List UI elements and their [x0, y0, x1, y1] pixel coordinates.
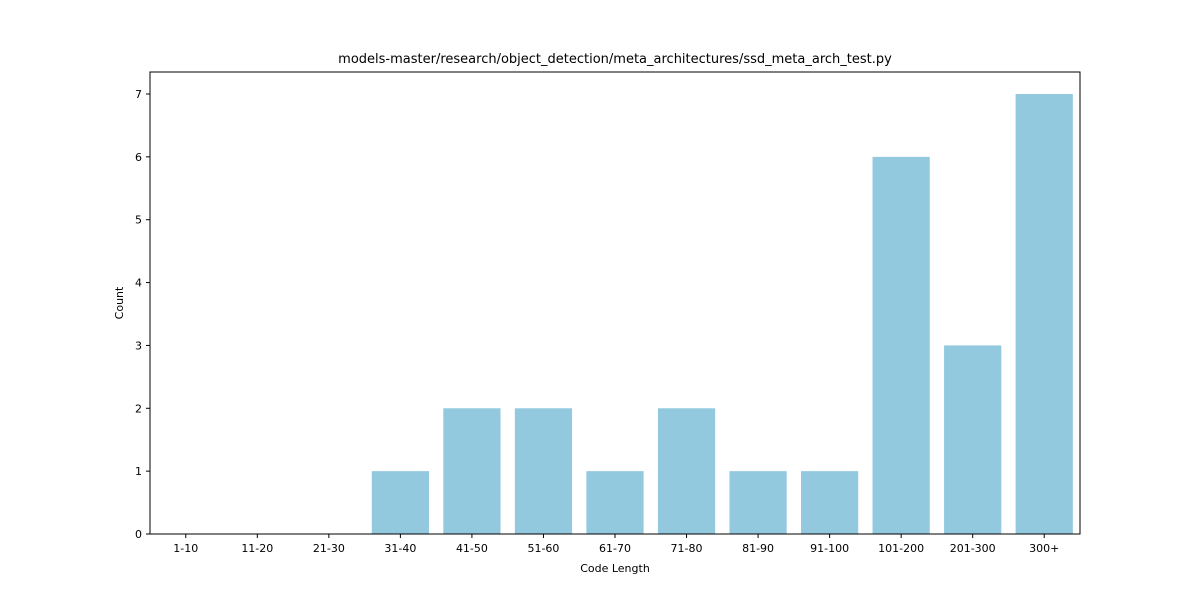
x-tick-label: 101-200 [878, 542, 924, 555]
plot-area-frame [149, 71, 1081, 535]
y-tick-label: 0 [135, 528, 142, 541]
y-axis-label: Count [113, 286, 126, 319]
y-tick-label: 5 [135, 214, 142, 227]
bar-31-40 [371, 471, 429, 534]
bar-201-300 [944, 345, 1002, 534]
bar-81-90 [729, 471, 787, 534]
y-tick-label: 4 [135, 277, 142, 290]
bar-71-80 [657, 408, 716, 534]
y-tick-label: 1 [135, 465, 142, 478]
y-tick-label: 6 [135, 151, 142, 164]
x-tick-label: 51-60 [527, 542, 559, 555]
x-tick-label: 71-80 [671, 542, 703, 555]
bars-group [371, 94, 1073, 534]
x-tick-label: 41-50 [456, 542, 488, 555]
bar-101-200 [872, 156, 930, 534]
x-axis-label: Code Length [580, 562, 650, 575]
x-axis-ticks: 1-10 11-20 21-30 31-40 41-50 51-60 61-70 71-80 8… [173, 534, 1059, 555]
x-tick-label: 81-90 [742, 542, 774, 555]
x-tick-label: 201-300 [950, 542, 996, 555]
bar-300+ [1015, 94, 1073, 534]
bar-61-70 [586, 471, 644, 534]
chart-title: models-master/research/object_detection/… [338, 52, 892, 67]
y-tick-label: 3 [135, 339, 142, 352]
bar-91-100 [801, 471, 859, 534]
x-tick-label: 11-20 [241, 542, 273, 555]
x-tick-label: 21-30 [313, 542, 345, 555]
y-tick-label: 7 [135, 88, 142, 101]
y-axis-ticks: 0 1 2 3 4 5 6 7 [135, 88, 150, 541]
x-tick-label: 300+ [1029, 542, 1059, 555]
x-tick-label: 91-100 [810, 542, 849, 555]
y-tick-label: 2 [135, 402, 142, 415]
bar-41-50 [443, 408, 501, 534]
x-tick-label: 31-40 [384, 542, 416, 555]
x-tick-label: 1-10 [173, 542, 198, 555]
bar-51-60 [514, 408, 573, 534]
x-tick-label: 61-70 [599, 542, 631, 555]
